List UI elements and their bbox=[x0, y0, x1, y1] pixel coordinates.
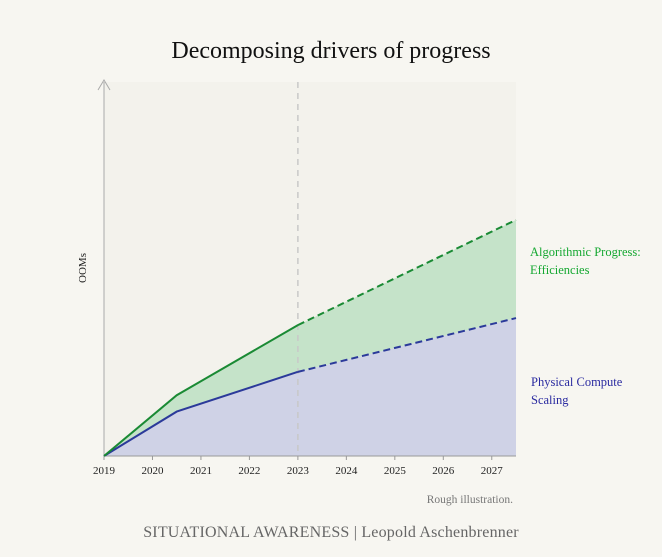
chart-annotation: Rough illustration. bbox=[426, 494, 513, 506]
algorithmic-area bbox=[104, 219, 516, 456]
series-areas bbox=[104, 219, 516, 456]
compute-line-projected bbox=[297, 317, 517, 373]
series-label-compute-line2: Scaling bbox=[531, 393, 569, 407]
x-tick-label: 2023 bbox=[287, 465, 310, 477]
chart-title: Decomposing drivers of progress bbox=[171, 38, 491, 64]
x-tick-label: 2021 bbox=[190, 465, 212, 477]
y-axis-arrow bbox=[97, 79, 111, 91]
x-tick-label: 2024 bbox=[335, 465, 358, 477]
series-lines bbox=[103, 219, 517, 457]
algorithmic-line-projected bbox=[297, 219, 517, 327]
x-tick-label: 2025 bbox=[384, 465, 407, 477]
footer-credit: SITUATIONAL AWARENESS | Leopold Aschenbr… bbox=[143, 524, 519, 541]
x-axis-ticks: 2019 2020 2021 2022 2023 2024 2025 2026 2027 bbox=[93, 456, 503, 477]
series-label-algorithmic-line2: Efficiencies bbox=[530, 263, 590, 277]
x-tick-label: 2026 bbox=[432, 465, 455, 477]
x-tick-label: 2027 bbox=[481, 465, 504, 477]
x-tick-label: 2020 bbox=[141, 465, 164, 477]
series-label-compute-line1: Physical Compute bbox=[531, 375, 623, 389]
series-label-algorithmic: Algorithmic Progress: Efficiencies bbox=[530, 243, 660, 279]
algorithmic-line-actual bbox=[103, 324, 299, 457]
series-label-algorithmic-line1: Algorithmic Progress: bbox=[530, 245, 641, 259]
compute-line-actual bbox=[103, 370, 299, 457]
compute-area bbox=[104, 318, 516, 456]
x-tick-label: 2019 bbox=[93, 465, 116, 477]
y-axis-label: OOMs bbox=[77, 253, 89, 283]
series-label-compute: Physical Compute Scaling bbox=[531, 373, 661, 409]
x-tick-label: 2022 bbox=[238, 465, 260, 477]
